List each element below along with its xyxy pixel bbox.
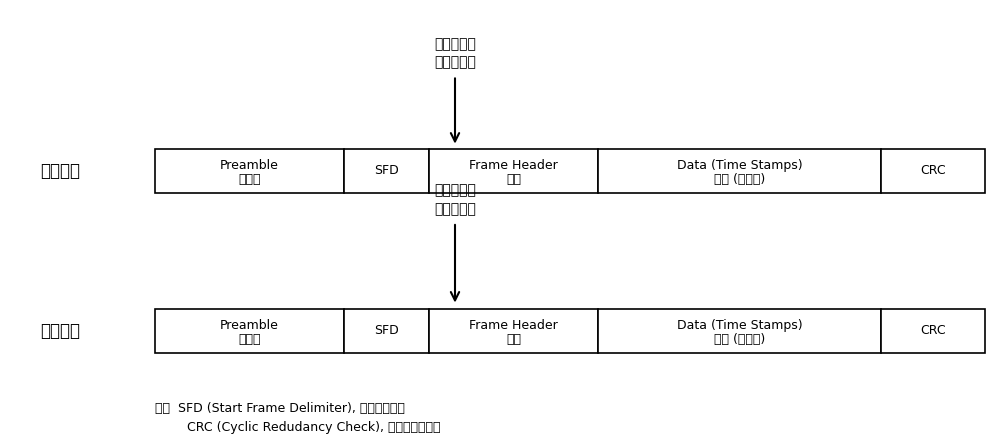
Bar [344,149,429,193]
Text: Data (Time Stamps): Data (Time Stamps) [677,159,803,172]
Text: 在此刻获取
发送时间戳: 在此刻获取 发送时间戳 [434,37,476,69]
Text: Data (Time Stamps): Data (Time Stamps) [677,318,803,332]
Text: 前导码: 前导码 [238,173,261,186]
Text: CRC (Cyclic Redudancy Check), 循环冗余校验码: CRC (Cyclic Redudancy Check), 循环冗余校验码 [155,420,440,434]
Bar [155,149,344,193]
Text: Frame Header: Frame Header [469,318,558,332]
Text: CRC: CRC [920,164,946,178]
Text: Preamble: Preamble [220,159,279,172]
Text: Preamble: Preamble [220,318,279,332]
Bar [429,149,598,193]
Text: 数据 (时间戳): 数据 (时间戳) [714,333,765,346]
Text: SFD: SFD [374,164,398,178]
Text: SFD: SFD [374,324,398,337]
Text: Frame Header: Frame Header [469,159,558,172]
Bar [881,149,985,193]
Text: 包头: 包头 [506,173,521,186]
Text: 注：  SFD (Start Frame Delimiter), 帧起始界定符: 注： SFD (Start Frame Delimiter), 帧起始界定符 [155,402,405,415]
Text: 包头: 包头 [506,333,521,346]
Text: CRC: CRC [920,324,946,337]
Text: 发送节点: 发送节点 [40,162,80,180]
Text: 前导码: 前导码 [238,333,261,346]
Text: 接收节点: 接收节点 [40,322,80,340]
Bar [344,309,429,353]
Bar [155,309,344,353]
Bar [881,309,985,353]
Bar [598,149,881,193]
Text: 在此刻获取
接收时间戳: 在此刻获取 接收时间戳 [434,184,476,216]
Bar [598,309,881,353]
Bar [429,309,598,353]
Text: 数据 (时间戳): 数据 (时间戳) [714,173,765,186]
